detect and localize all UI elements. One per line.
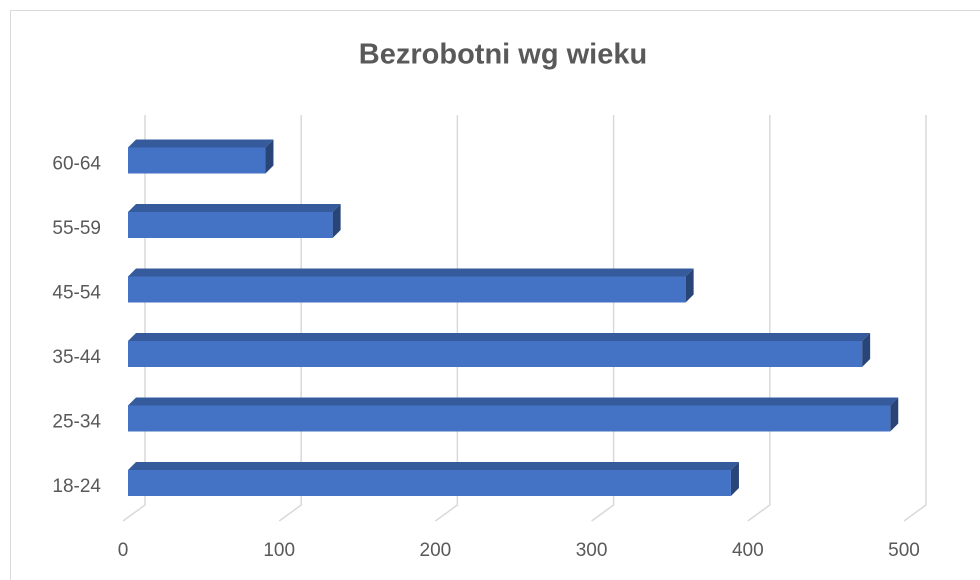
bar [128, 139, 274, 174]
bar-top [128, 268, 694, 277]
bar-top [128, 333, 871, 341]
bar [128, 397, 899, 432]
bar-side [685, 268, 694, 303]
bar-front [128, 341, 863, 367]
y-tick-label: 35-44 [52, 347, 101, 368]
grid-line [434, 115, 459, 522]
grid-line [747, 115, 771, 522]
bar [128, 462, 739, 496]
y-tick-label: 45-54 [52, 283, 101, 304]
bar-side [265, 139, 274, 174]
x-tick-label: 100 [263, 540, 295, 561]
bar [128, 333, 871, 367]
x-tick-label: 500 [888, 540, 920, 561]
x-tick-label: 400 [732, 540, 764, 561]
y-tick-label: 18-24 [52, 476, 101, 497]
bar-front [128, 405, 891, 432]
bar-front [128, 470, 731, 496]
y-tick-label: 55-59 [52, 218, 101, 239]
chart-title: Bezrobotni wg wieku [359, 39, 647, 71]
bar-side [862, 333, 871, 367]
grid-line [591, 115, 615, 522]
x-tick-label: 200 [420, 540, 452, 561]
bar [128, 268, 694, 303]
grid-line [278, 115, 302, 522]
y-tick-label: 60-64 [52, 154, 101, 175]
bar-side [332, 204, 341, 238]
x-tick-label: 300 [576, 540, 608, 561]
bar-top [128, 397, 899, 406]
bar-top [128, 204, 341, 212]
y-tick-label: 25-34 [52, 412, 101, 433]
bar-side [730, 462, 739, 496]
bar-front [128, 276, 686, 303]
x-tick-label: 0 [118, 540, 129, 561]
grid-line [122, 115, 146, 522]
bar-top [128, 462, 739, 470]
bar-side [890, 397, 899, 432]
bar-front [128, 147, 266, 174]
bar-front [128, 212, 333, 238]
grid-line [903, 115, 927, 522]
bar [128, 204, 341, 238]
bar-top [128, 139, 274, 148]
